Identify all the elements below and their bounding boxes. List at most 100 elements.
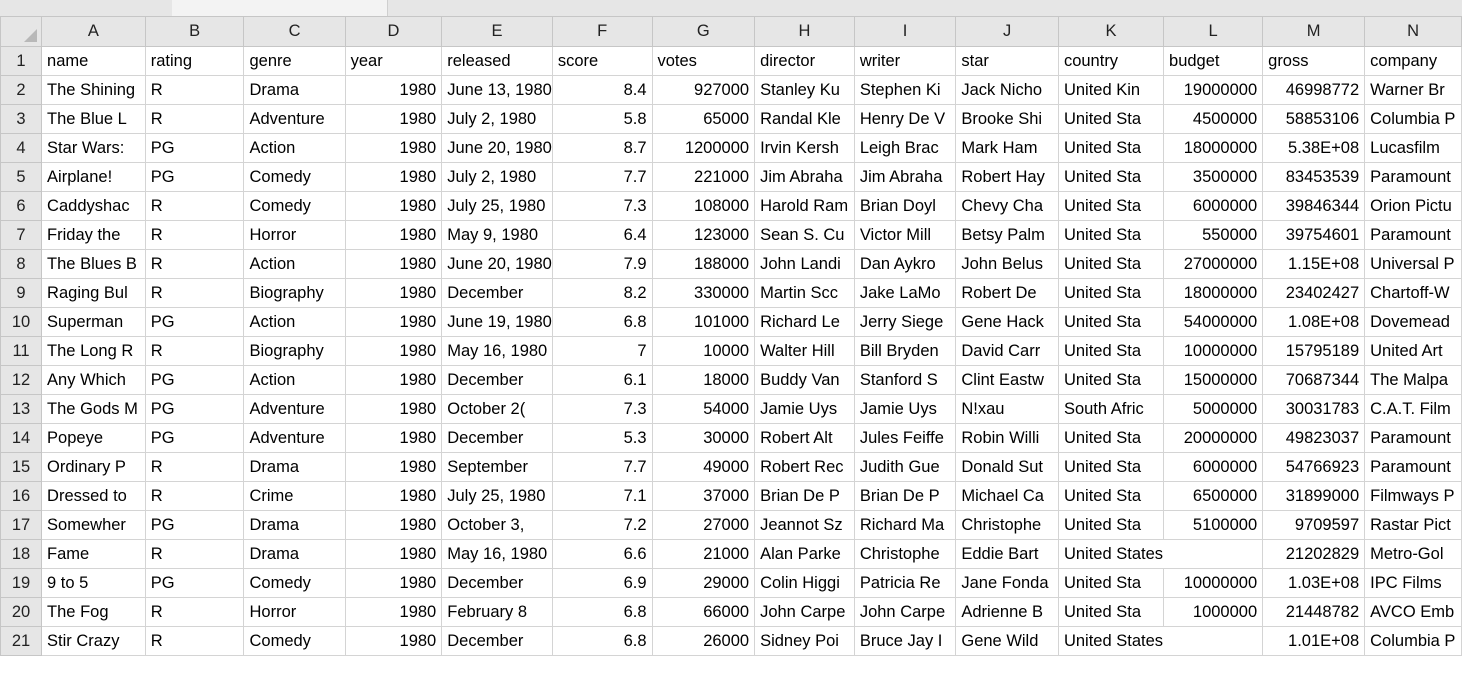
- cell-g20[interactable]: 66000: [651, 597, 756, 627]
- column-header-f[interactable]: F: [551, 16, 653, 47]
- cell-e2[interactable]: June 13, 1980: [441, 75, 553, 105]
- cell-e13[interactable]: October 2(: [441, 394, 553, 424]
- cell-c16[interactable]: Crime: [243, 481, 346, 511]
- cell-g19[interactable]: 29000: [651, 568, 756, 598]
- cell-n19[interactable]: IPC Films: [1364, 568, 1462, 598]
- cell-e8[interactable]: June 20, 1980: [441, 249, 553, 279]
- row-header[interactable]: 11: [0, 336, 43, 366]
- column-header-a[interactable]: A: [41, 16, 146, 47]
- cell-a21[interactable]: Stir Crazy: [41, 626, 146, 656]
- cell-a4[interactable]: Star Wars:: [41, 133, 146, 163]
- cell-m11[interactable]: 15795189: [1262, 336, 1366, 366]
- cell-n17[interactable]: Rastar Pict: [1364, 510, 1462, 540]
- cell-c6[interactable]: Comedy: [243, 191, 346, 221]
- cell-a9[interactable]: Raging Bul: [41, 278, 146, 308]
- cell-g18[interactable]: 21000: [651, 539, 756, 569]
- cell-k18[interactable]: United States: [1057, 539, 1164, 569]
- cell-l7[interactable]: 550000: [1163, 220, 1264, 250]
- cell-h11[interactable]: Walter Hill: [754, 336, 855, 366]
- cell-e14[interactable]: December: [441, 423, 553, 453]
- cell-c21[interactable]: Comedy: [243, 626, 346, 656]
- cell-m9[interactable]: 23402427: [1262, 278, 1366, 308]
- cell-n15[interactable]: Paramount: [1364, 452, 1462, 482]
- cell-j11[interactable]: David Carr: [955, 336, 1059, 366]
- column-header-b[interactable]: B: [144, 16, 245, 47]
- cell-k6[interactable]: United Sta: [1057, 191, 1165, 221]
- cell-a20[interactable]: The Fog: [41, 597, 146, 627]
- cell-f19[interactable]: 6.9: [551, 568, 653, 598]
- cell-b16[interactable]: R: [144, 481, 245, 511]
- cell-l1[interactable]: budget: [1163, 46, 1264, 76]
- cell-j7[interactable]: Betsy Palm: [955, 220, 1059, 250]
- cell-i10[interactable]: Jerry Siege: [853, 307, 957, 337]
- cell-e20[interactable]: February 8: [441, 597, 553, 627]
- cell-h13[interactable]: Jamie Uys: [754, 394, 855, 424]
- cell-a18[interactable]: Fame: [41, 539, 146, 569]
- cell-m6[interactable]: 39846344: [1262, 191, 1366, 221]
- cell-a3[interactable]: The Blue L: [41, 104, 146, 134]
- cell-j5[interactable]: Robert Hay: [955, 162, 1059, 192]
- cell-g15[interactable]: 49000: [651, 452, 756, 482]
- cell-l12[interactable]: 15000000: [1163, 365, 1264, 395]
- cell-m12[interactable]: 70687344: [1262, 365, 1366, 395]
- cell-l8[interactable]: 27000000: [1163, 249, 1264, 279]
- cell-i21[interactable]: Bruce Jay I: [853, 626, 957, 656]
- cell-a14[interactable]: Popeye: [41, 423, 146, 453]
- cell-i4[interactable]: Leigh Brac: [853, 133, 957, 163]
- cell-j3[interactable]: Brooke Shi: [955, 104, 1059, 134]
- cell-j14[interactable]: Robin Willi: [955, 423, 1059, 453]
- cell-g17[interactable]: 27000: [651, 510, 756, 540]
- cell-a13[interactable]: The Gods M: [41, 394, 146, 424]
- cell-d14[interactable]: 1980: [344, 423, 443, 453]
- row-header[interactable]: 8: [0, 249, 43, 279]
- row-header[interactable]: 14: [0, 423, 43, 453]
- cell-n3[interactable]: Columbia P: [1364, 104, 1462, 134]
- cell-f20[interactable]: 6.8: [551, 597, 653, 627]
- cell-c11[interactable]: Biography: [243, 336, 346, 366]
- cell-b11[interactable]: R: [144, 336, 245, 366]
- cell-a19[interactable]: 9 to 5: [41, 568, 146, 598]
- cell-b1[interactable]: rating: [144, 46, 245, 76]
- cell-k7[interactable]: United Sta: [1057, 220, 1165, 250]
- cell-k17[interactable]: United Sta: [1057, 510, 1165, 540]
- cell-i5[interactable]: Jim Abraha: [853, 162, 957, 192]
- cell-g8[interactable]: 188000: [651, 249, 756, 279]
- cell-a2[interactable]: The Shining: [41, 75, 146, 105]
- cell-d7[interactable]: 1980: [344, 220, 443, 250]
- cell-a1[interactable]: name: [41, 46, 146, 76]
- cell-c17[interactable]: Drama: [243, 510, 346, 540]
- cell-b14[interactable]: PG: [144, 423, 245, 453]
- cell-g4[interactable]: 1200000: [651, 133, 756, 163]
- cell-j8[interactable]: John Belus: [955, 249, 1059, 279]
- column-header-i[interactable]: I: [853, 16, 957, 47]
- cell-n12[interactable]: The Malpa: [1364, 365, 1462, 395]
- cell-c13[interactable]: Adventure: [243, 394, 346, 424]
- cell-j6[interactable]: Chevy Cha: [955, 191, 1059, 221]
- row-header[interactable]: 2: [0, 75, 43, 105]
- cell-j9[interactable]: Robert De: [955, 278, 1059, 308]
- cell-h18[interactable]: Alan Parke: [754, 539, 855, 569]
- cell-j4[interactable]: Mark Ham: [955, 133, 1059, 163]
- cell-g14[interactable]: 30000: [651, 423, 756, 453]
- cell-m21[interactable]: 1.01E+08: [1262, 626, 1366, 656]
- cell-l9[interactable]: 18000000: [1163, 278, 1264, 308]
- cell-h12[interactable]: Buddy Van: [754, 365, 855, 395]
- column-header-c[interactable]: C: [243, 16, 346, 47]
- cell-b12[interactable]: PG: [144, 365, 245, 395]
- cell-e3[interactable]: July 2, 1980: [441, 104, 553, 134]
- cell-i20[interactable]: John Carpe: [853, 597, 957, 627]
- cell-i2[interactable]: Stephen Ki: [853, 75, 957, 105]
- cell-k20[interactable]: United Sta: [1057, 597, 1165, 627]
- column-header-g[interactable]: G: [651, 16, 756, 47]
- cell-f21[interactable]: 6.8: [551, 626, 653, 656]
- cell-g9[interactable]: 330000: [651, 278, 756, 308]
- column-header-d[interactable]: D: [344, 16, 443, 47]
- cell-k8[interactable]: United Sta: [1057, 249, 1165, 279]
- cell-i14[interactable]: Jules Feiffe: [853, 423, 957, 453]
- cell-j16[interactable]: Michael Ca: [955, 481, 1059, 511]
- column-header-j[interactable]: J: [955, 16, 1059, 47]
- cell-m1[interactable]: gross: [1262, 46, 1366, 76]
- cell-i9[interactable]: Jake LaMo: [853, 278, 957, 308]
- cell-m18[interactable]: 21202829: [1262, 539, 1366, 569]
- cell-l14[interactable]: 20000000: [1163, 423, 1264, 453]
